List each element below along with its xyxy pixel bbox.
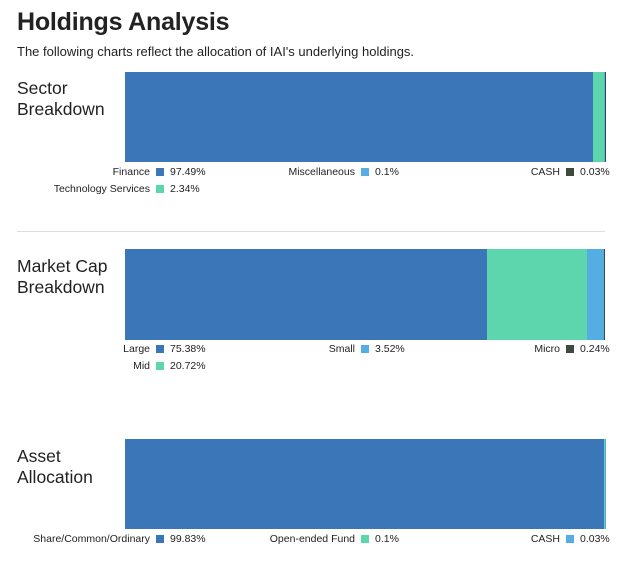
legend-swatch	[156, 345, 164, 353]
legend-label: Miscellaneous	[288, 166, 355, 178]
page-subtitle: The following charts reflect the allocat…	[17, 44, 415, 59]
bar-segment-finance	[125, 72, 594, 162]
bar-segment-small	[586, 249, 604, 340]
legend-value: 0.1%	[375, 166, 399, 178]
sector-title-line-1: Sector	[17, 78, 68, 98]
section-divider	[17, 231, 605, 232]
market-cap-stacked-bar	[125, 249, 605, 340]
legend-label: Large	[123, 343, 150, 355]
legend-value: 0.1%	[375, 533, 399, 545]
legend-swatch	[566, 168, 574, 176]
legend-value: 0.03%	[580, 533, 610, 545]
legend-item-finance: Finance 97.49%	[113, 166, 206, 178]
legend-item-mid: Mid 20.72%	[133, 360, 206, 372]
asset-title-line-2: Allocation	[17, 467, 93, 487]
bar-segment-mid	[487, 249, 587, 340]
legend-label: CASH	[530, 166, 560, 178]
legend-value: 97.49%	[170, 166, 206, 178]
legend-label: Share/Common/Ordinary	[33, 533, 150, 545]
asset-allocation-stacked-bar	[125, 439, 605, 529]
legend-label: Mid	[133, 360, 150, 372]
bar-segment-share-common-ordinary	[125, 439, 605, 529]
legend-item-open-ended-fund: Open-ended Fund 0.1%	[270, 533, 399, 545]
legend-label: CASH	[530, 533, 560, 545]
legend-label: Open-ended Fund	[269, 533, 355, 545]
legend-label: Micro	[534, 343, 560, 355]
legend-item-micro: Micro 0.24%	[534, 343, 609, 355]
legend-value: 2.34%	[170, 183, 200, 195]
legend-label: Small	[328, 343, 355, 355]
legend-value: 0.24%	[580, 343, 610, 355]
legend-swatch	[361, 168, 369, 176]
legend-item-miscellaneous: Miscellaneous 0.1%	[288, 166, 398, 178]
sector-breakdown-title: Sector Breakdown	[17, 78, 105, 120]
legend-swatch	[156, 535, 164, 543]
market-cap-title-line-2: Breakdown	[17, 277, 105, 297]
legend-swatch	[156, 362, 164, 370]
legend-value: 75.38%	[170, 343, 206, 355]
legend-swatch	[566, 535, 574, 543]
sector-title-line-2: Breakdown	[17, 99, 105, 119]
legend-item-small: Small 3.52%	[329, 343, 405, 355]
legend-item-cash: CASH 0.03%	[531, 166, 610, 178]
sector-stacked-bar	[125, 72, 605, 162]
legend-swatch	[361, 535, 369, 543]
legend-item-cash: CASH 0.03%	[531, 533, 610, 545]
bar-segment-large	[125, 249, 488, 340]
legend-value: 0.03%	[580, 166, 610, 178]
legend-swatch	[361, 345, 369, 353]
legend-item-technology-services: Technology Services 2.34%	[54, 183, 200, 195]
legend-value: 20.72%	[170, 360, 206, 372]
asset-allocation-title: Asset Allocation	[17, 446, 93, 488]
legend-label: Finance	[112, 166, 150, 178]
legend-item-share-common-ordinary: Share/Common/Ordinary 99.83%	[33, 533, 205, 545]
legend-swatch	[566, 345, 574, 353]
page-title: Holdings Analysis	[17, 8, 230, 36]
bar-segment-micro	[603, 249, 605, 340]
market-cap-breakdown-title: Market Cap Breakdown	[17, 256, 107, 298]
legend-value: 99.83%	[170, 533, 206, 545]
bar-segment-technology-services	[593, 72, 605, 162]
market-cap-title-line-1: Market Cap	[17, 256, 108, 276]
legend-item-large: Large 75.38%	[123, 343, 205, 355]
legend-swatch	[156, 185, 164, 193]
asset-title-line-1: Asset	[17, 446, 61, 466]
legend-swatch	[156, 168, 164, 176]
legend-label: Technology Services	[53, 183, 150, 195]
legend-value: 3.52%	[375, 343, 405, 355]
